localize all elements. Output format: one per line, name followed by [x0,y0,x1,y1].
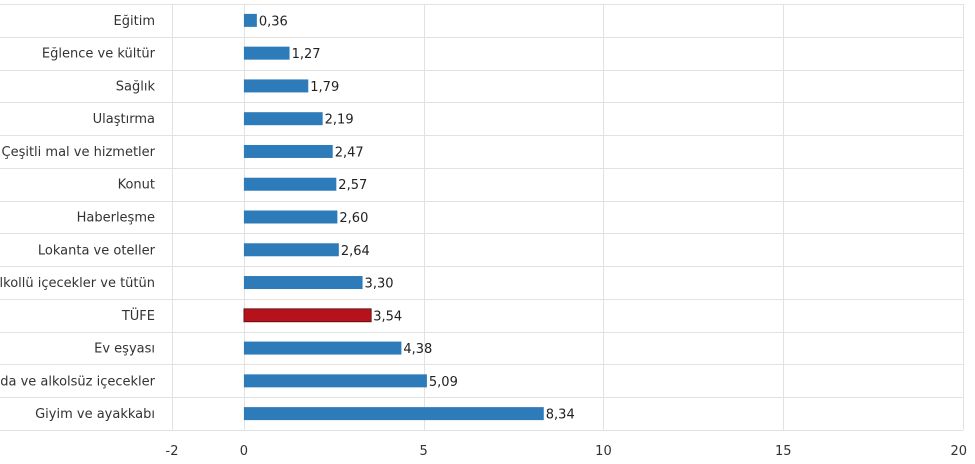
x-tick-label: 5 [420,444,428,459]
bar [243,13,257,27]
data-label: 1,27 [292,47,321,62]
data-label: 4,38 [403,342,432,357]
data-label: 3,54 [373,309,402,324]
x-tick-label: 15 [775,444,792,459]
bar [243,210,338,224]
data-label: 8,34 [546,408,575,423]
x-tick-label: -2 [166,444,179,459]
data-label: 5,09 [429,375,458,390]
data-label: 2,60 [339,211,368,226]
bar [243,407,544,421]
category-labels: Eğitim Eğlence ve kültür Sağlık Ulaştırma Çe… [0,14,156,422]
category-label: TÜFE [121,307,155,324]
data-label: 2,47 [335,145,364,160]
data-label: 3,30 [365,277,394,292]
bar [243,374,427,388]
category-label: Eğitim [114,14,155,29]
data-labels: 0,36 1,27 1,79 2,19 2,47 2,57 2,60 2,64 3,30 3,54… [259,14,575,422]
category-label: Eğlence ve kültür [42,47,156,62]
grid [0,4,964,431]
x-tick-label: 20 [950,444,967,459]
data-label: 2,19 [325,113,354,128]
category-label: Çeşitli mal ve hizmetler [2,145,156,160]
x-tick-label: 10 [595,444,612,459]
bars [243,13,544,421]
bar [243,243,339,257]
category-label: Gıda ve alkolsüz içecekler [0,374,156,389]
bar [243,177,337,191]
bar [243,46,290,60]
category-label: Ulaştırma [93,112,155,127]
data-label: 1,79 [310,80,339,95]
category-label: Sağlık [116,79,156,94]
category-label: Giyim ve ayakkabı [35,407,155,422]
bar [243,341,402,355]
bar [243,276,363,290]
bar [243,112,323,126]
category-label: Haberleşme [77,211,155,226]
category-label: Konut [118,178,155,193]
bar [243,79,309,93]
x-tick-label: 0 [240,444,248,459]
data-label: 0,36 [259,14,288,29]
category-label: Alkollü içecekler ve tütün [0,276,155,291]
x-axis-ticks: -2 0 5 10 15 20 [166,444,967,459]
bar [243,308,372,323]
category-label: Lokanta ve oteller [38,243,156,258]
data-label: 2,57 [338,178,367,193]
data-label: 2,64 [341,244,370,259]
category-label: Ev eşyası [94,342,155,357]
bar [243,144,333,158]
